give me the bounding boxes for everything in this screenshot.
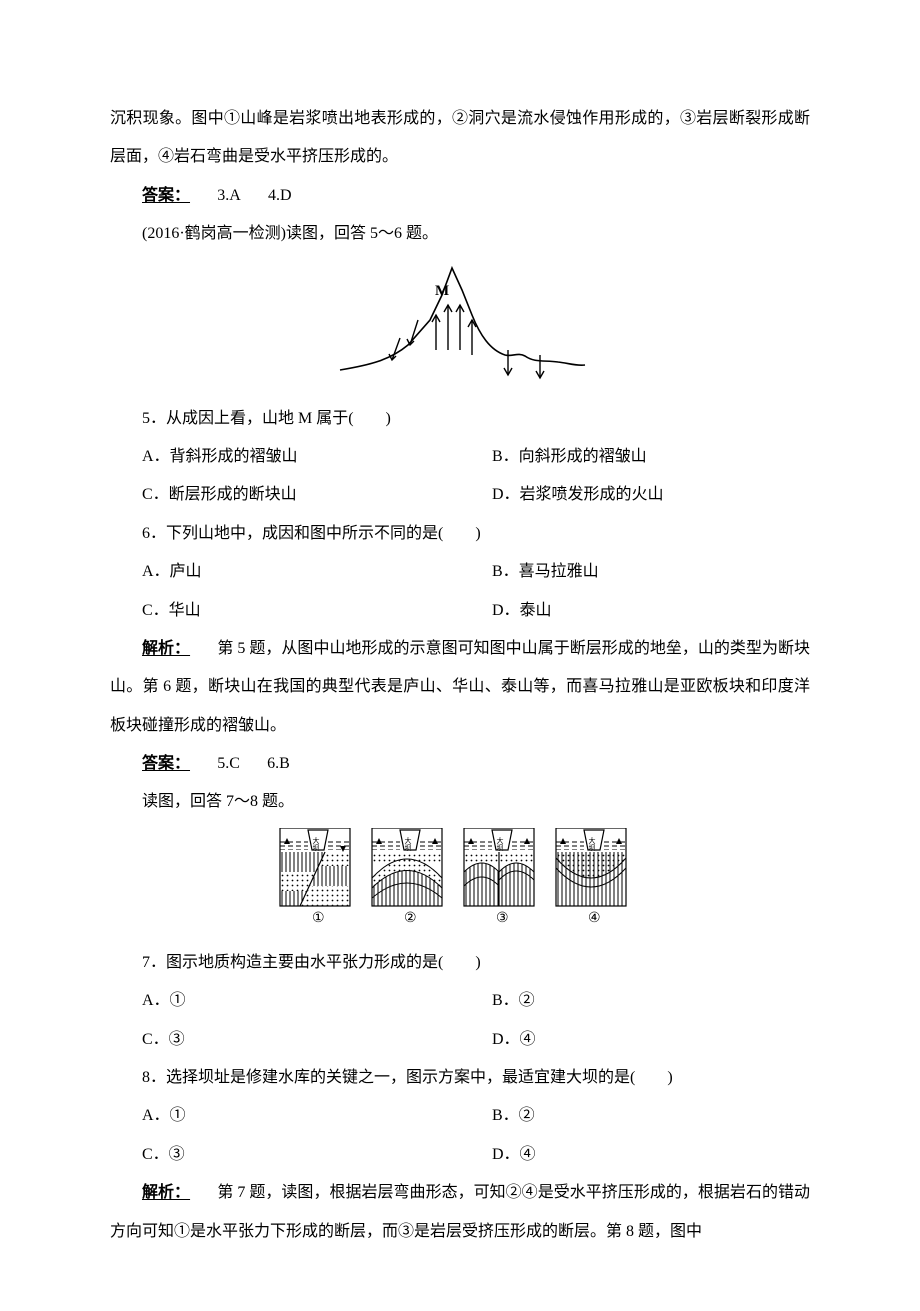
q7-options-row2: C．③ D．④ bbox=[110, 1021, 810, 1059]
dam-svg: 大坝 ① bbox=[270, 828, 650, 934]
q8-options-row1: A．① B．② bbox=[110, 1097, 810, 1135]
q8-option-d: D．④ bbox=[460, 1136, 810, 1174]
q7-option-a: A．① bbox=[110, 982, 460, 1020]
page-root: 沉积现象。图中①山峰是岩浆喷出地表形成的，②洞穴是流水侵蚀作用形成的，③岩层断裂… bbox=[0, 0, 920, 1311]
q5-option-a: A．背斜形成的褶皱山 bbox=[110, 438, 460, 476]
prompt-56: (2016·鹤岗高一检测)读图，回答 5～6 题。 bbox=[110, 215, 810, 253]
answer-5: 5.C bbox=[217, 755, 240, 772]
q6-option-a: A．庐山 bbox=[110, 553, 460, 591]
q8-options-row2: C．③ D．④ bbox=[110, 1136, 810, 1174]
q8-option-c: C．③ bbox=[110, 1136, 460, 1174]
q6-option-d: D．泰山 bbox=[460, 592, 810, 630]
q6-stem: 6．下列山地中，成因和图中所示不同的是( ) bbox=[110, 515, 810, 553]
q8-stem: 8．选择坝址是修建水库的关键之一，图示方案中，最适宜建大坝的是( ) bbox=[110, 1059, 810, 1097]
answer-56-line: 答案： 5.C 6.B bbox=[110, 745, 810, 783]
answer-label-2: 答案： bbox=[142, 755, 190, 772]
q7-option-d: D．④ bbox=[460, 1021, 810, 1059]
answer-3: 3.A bbox=[217, 187, 241, 204]
svg-text:④: ④ bbox=[588, 911, 601, 926]
q6-option-b: B．喜马拉雅山 bbox=[460, 553, 810, 591]
jiexi-56: 解析： 第 5 题，从图中山地形成的示意图可知图中山属于断层形成的地垒，山的类型… bbox=[110, 630, 810, 745]
answer-4: 4.D bbox=[268, 187, 292, 204]
q6-option-c: C．华山 bbox=[110, 592, 460, 630]
svg-text:②: ② bbox=[404, 911, 417, 926]
answer-6: 6.B bbox=[267, 755, 290, 772]
svg-text:③: ③ bbox=[496, 911, 509, 926]
mountain-svg: M bbox=[330, 260, 590, 390]
q7-options-row1: A．① B．② bbox=[110, 982, 810, 1020]
jiexi-56-text: 第 5 题，从图中山地形成的示意图可知图中山属于断层形成的地垒，山的类型为断块山… bbox=[110, 640, 810, 734]
jiexi-label-2: 解析： bbox=[142, 1184, 190, 1201]
q5-option-c: C．断层形成的断块山 bbox=[110, 476, 460, 514]
q5-option-d: D．岩浆喷发形成的火山 bbox=[460, 476, 810, 514]
figure-56: M bbox=[110, 260, 810, 394]
q6-options-row1: A．庐山 B．喜马拉雅山 bbox=[110, 553, 810, 591]
q6-options-row2: C．华山 D．泰山 bbox=[110, 592, 810, 630]
answer-34-line: 答案： 3.A 4.D bbox=[110, 177, 810, 215]
q5-options-row2: C．断层形成的断块山 D．岩浆喷发形成的火山 bbox=[110, 476, 810, 514]
figure-78: 大坝 ① bbox=[110, 828, 810, 938]
svg-text:大坝: 大坝 bbox=[404, 836, 412, 852]
intro-paragraph: 沉积现象。图中①山峰是岩浆喷出地表形成的，②洞穴是流水侵蚀作用形成的，③岩层断裂… bbox=[110, 100, 810, 177]
svg-text:大坝: 大坝 bbox=[496, 836, 504, 852]
svg-text:大坝: 大坝 bbox=[312, 836, 320, 852]
svg-text:①: ① bbox=[312, 911, 325, 926]
svg-text:大坝: 大坝 bbox=[588, 836, 596, 852]
q5-stem: 5．从成因上看，山地 M 属于( ) bbox=[110, 400, 810, 438]
q5-option-b: B．向斜形成的褶皱山 bbox=[460, 438, 810, 476]
q8-option-b: B．② bbox=[460, 1097, 810, 1135]
q8-option-a: A．① bbox=[110, 1097, 460, 1135]
q5-options-row1: A．背斜形成的褶皱山 B．向斜形成的褶皱山 bbox=[110, 438, 810, 476]
figure-m-label: M bbox=[435, 283, 449, 299]
jiexi-78: 解析： 第 7 题，读图，根据岩层弯曲形态，可知②④是受水平挤压形成的，根据岩石… bbox=[110, 1174, 810, 1251]
answer-label: 答案： bbox=[142, 187, 190, 204]
q7-stem: 7．图示地质构造主要由水平张力形成的是( ) bbox=[110, 944, 810, 982]
prompt-78: 读图，回答 7～8 题。 bbox=[110, 783, 810, 821]
q7-option-c: C．③ bbox=[110, 1021, 460, 1059]
jiexi-label: 解析： bbox=[142, 640, 190, 657]
q7-option-b: B．② bbox=[460, 982, 810, 1020]
jiexi-78-text: 第 7 题，读图，根据岩层弯曲形态，可知②④是受水平挤压形成的，根据岩石的错动方… bbox=[110, 1184, 810, 1239]
